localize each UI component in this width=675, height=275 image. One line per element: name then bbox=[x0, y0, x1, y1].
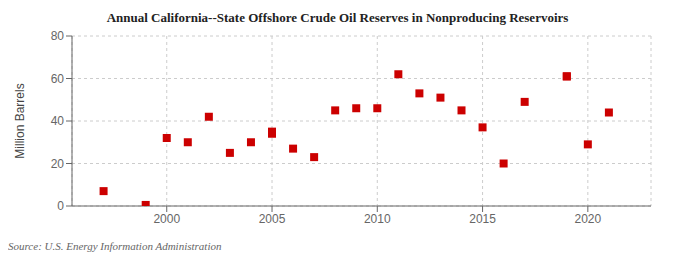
svg-text:2015: 2015 bbox=[469, 212, 496, 226]
svg-text:40: 40 bbox=[51, 114, 65, 128]
svg-text:20: 20 bbox=[51, 157, 65, 171]
svg-text:Million Barrels: Million Barrels bbox=[13, 83, 27, 158]
svg-text:2005: 2005 bbox=[259, 212, 286, 226]
svg-text:2000: 2000 bbox=[153, 212, 180, 226]
svg-text:2020: 2020 bbox=[574, 212, 601, 226]
svg-text:60: 60 bbox=[51, 72, 65, 86]
svg-text:0: 0 bbox=[57, 199, 64, 213]
svg-text:80: 80 bbox=[51, 29, 65, 43]
html-text:Annual California--State Offsh: Annual California--State Offshore Crude … bbox=[106, 10, 569, 25]
svg-text:2010: 2010 bbox=[364, 212, 391, 226]
html-text:Source: U.S. Energy Informatio: Source: U.S. Energy Information Administ… bbox=[8, 240, 222, 252]
